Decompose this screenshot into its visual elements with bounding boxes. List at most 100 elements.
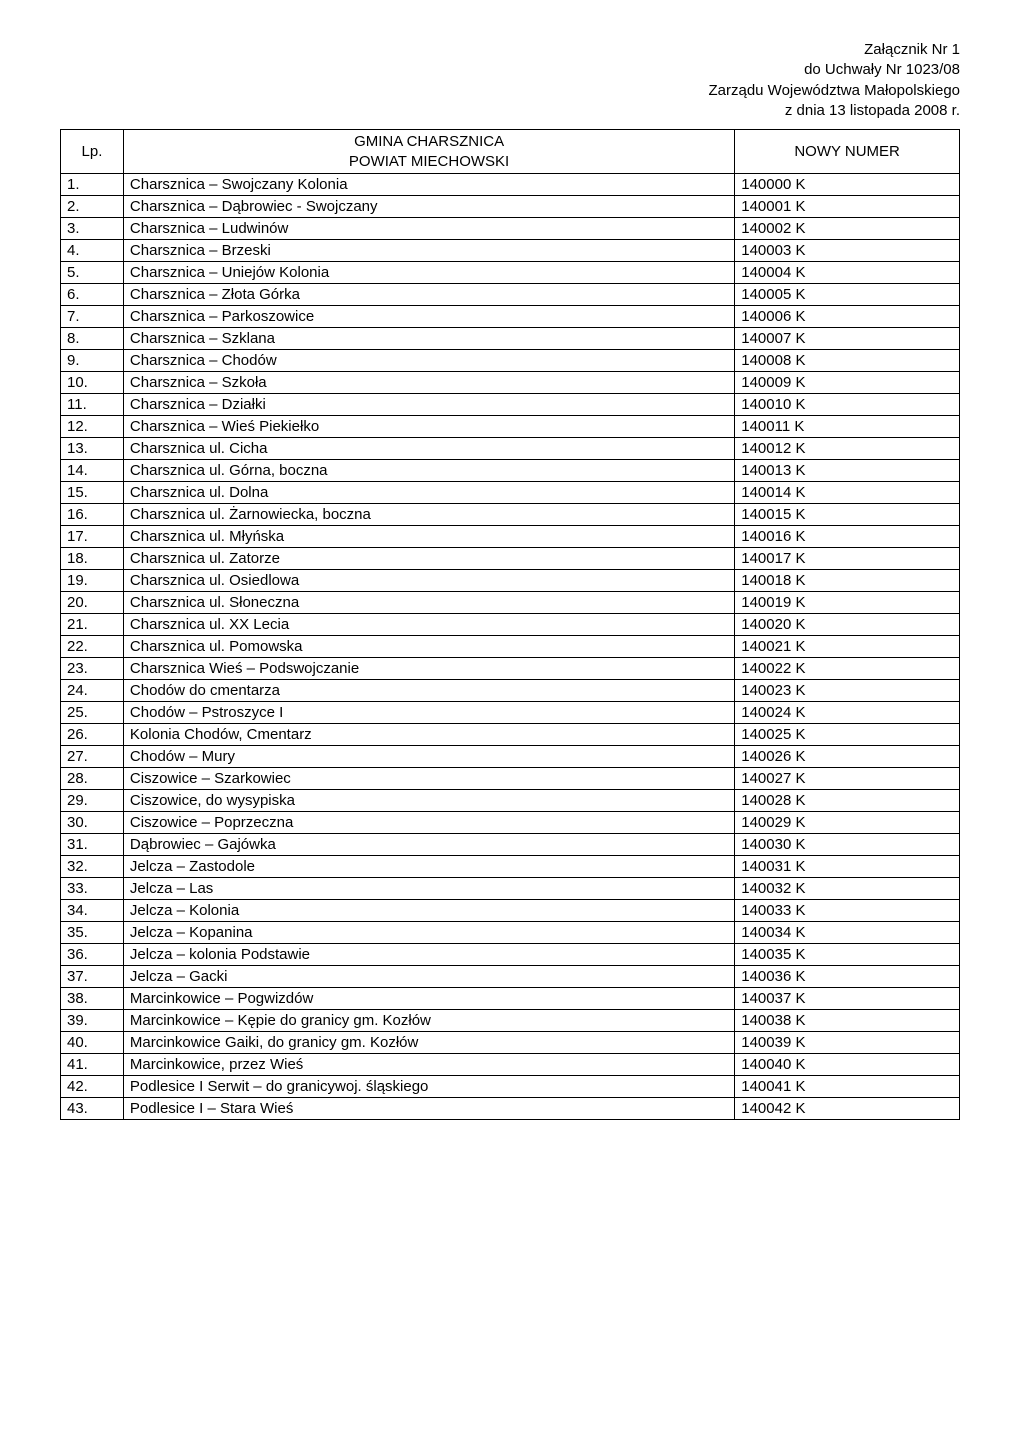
- cell-number: 140001 K: [735, 196, 960, 218]
- cell-name: Charsznica – Złota Górka: [123, 284, 734, 306]
- cell-lp: 39.: [61, 1010, 124, 1032]
- table-row: 11.Charsznica – Działki140010 K: [61, 394, 960, 416]
- cell-number: 140003 K: [735, 240, 960, 262]
- cell-name: Charsznica – Wieś Piekiełko: [123, 416, 734, 438]
- table-row: 5.Charsznica – Uniejów Kolonia140004 K: [61, 262, 960, 284]
- cell-number: 140019 K: [735, 592, 960, 614]
- cell-number: 140032 K: [735, 878, 960, 900]
- attachment-line-1: Załącznik Nr 1: [60, 40, 960, 60]
- cell-number: 140028 K: [735, 790, 960, 812]
- cell-lp: 34.: [61, 900, 124, 922]
- table-row: 40.Marcinkowice Gaiki, do granicy gm. Ko…: [61, 1032, 960, 1054]
- table-row: 38.Marcinkowice – Pogwizdów140037 K: [61, 988, 960, 1010]
- cell-number: 140025 K: [735, 724, 960, 746]
- cell-number: 140004 K: [735, 262, 960, 284]
- table-row: 36.Jelcza – kolonia Podstawie140035 K: [61, 944, 960, 966]
- cell-lp: 14.: [61, 460, 124, 482]
- cell-lp: 37.: [61, 966, 124, 988]
- cell-lp: 5.: [61, 262, 124, 284]
- cell-lp: 42.: [61, 1076, 124, 1098]
- cell-name: Ciszowice – Szarkowiec: [123, 768, 734, 790]
- cell-name: Charsznica – Uniejów Kolonia: [123, 262, 734, 284]
- cell-lp: 30.: [61, 812, 124, 834]
- cell-lp: 35.: [61, 922, 124, 944]
- cell-lp: 6.: [61, 284, 124, 306]
- table-row: 3.Charsznica – Ludwinów140002 K: [61, 218, 960, 240]
- table-row: 28.Ciszowice – Szarkowiec140027 K: [61, 768, 960, 790]
- cell-lp: 43.: [61, 1098, 124, 1120]
- cell-name: Charsznica – Działki: [123, 394, 734, 416]
- table-row: 18.Charsznica ul. Zatorze140017 K: [61, 548, 960, 570]
- table-row: 12.Charsznica – Wieś Piekiełko140011 K: [61, 416, 960, 438]
- table-row: 27.Chodów – Mury140026 K: [61, 746, 960, 768]
- cell-lp: 29.: [61, 790, 124, 812]
- cell-name: Charsznica – Parkoszowice: [123, 306, 734, 328]
- header-lp: Lp.: [61, 130, 124, 174]
- cell-number: 140014 K: [735, 482, 960, 504]
- cell-number: 140012 K: [735, 438, 960, 460]
- cell-lp: 1.: [61, 174, 124, 196]
- cell-lp: 21.: [61, 614, 124, 636]
- header-gmina-line1: GMINA CHARSZNICA: [130, 132, 728, 152]
- cell-lp: 19.: [61, 570, 124, 592]
- cell-name: Charsznica Wieś – Podswojczanie: [123, 658, 734, 680]
- table-row: 15.Charsznica ul. Dolna140014 K: [61, 482, 960, 504]
- table-row: 4.Charsznica – Brzeski140003 K: [61, 240, 960, 262]
- table-row: 23.Charsznica Wieś – Podswojczanie140022…: [61, 658, 960, 680]
- cell-lp: 2.: [61, 196, 124, 218]
- cell-number: 140009 K: [735, 372, 960, 394]
- cell-name: Chodów – Pstroszyce I: [123, 702, 734, 724]
- table-body: 1.Charsznica – Swojczany Kolonia140000 K…: [61, 174, 960, 1120]
- cell-name: Charsznica ul. Górna, boczna: [123, 460, 734, 482]
- cell-lp: 40.: [61, 1032, 124, 1054]
- cell-name: Jelcza – Zastodole: [123, 856, 734, 878]
- cell-lp: 23.: [61, 658, 124, 680]
- cell-number: 140002 K: [735, 218, 960, 240]
- table-row: 39.Marcinkowice – Kępie do granicy gm. K…: [61, 1010, 960, 1032]
- cell-lp: 11.: [61, 394, 124, 416]
- cell-name: Charsznica ul. Dolna: [123, 482, 734, 504]
- table-header-row: Lp. GMINA CHARSZNICA POWIAT MIECHOWSKI N…: [61, 130, 960, 174]
- cell-lp: 24.: [61, 680, 124, 702]
- table-row: 43.Podlesice I – Stara Wieś140042 K: [61, 1098, 960, 1120]
- cell-lp: 32.: [61, 856, 124, 878]
- cell-number: 140016 K: [735, 526, 960, 548]
- cell-name: Ciszowice – Poprzeczna: [123, 812, 734, 834]
- cell-lp: 15.: [61, 482, 124, 504]
- cell-name: Marcinkowice, przez Wieś: [123, 1054, 734, 1076]
- table-row: 19.Charsznica ul. Osiedlowa140018 K: [61, 570, 960, 592]
- table-row: 20.Charsznica ul. Słoneczna140019 K: [61, 592, 960, 614]
- cell-number: 140027 K: [735, 768, 960, 790]
- cell-number: 140034 K: [735, 922, 960, 944]
- cell-name: Charsznica ul. Zatorze: [123, 548, 734, 570]
- cell-number: 140029 K: [735, 812, 960, 834]
- header-gmina: GMINA CHARSZNICA POWIAT MIECHOWSKI: [123, 130, 734, 174]
- table-row: 6.Charsznica – Złota Górka140005 K: [61, 284, 960, 306]
- table-row: 26.Kolonia Chodów, Cmentarz140025 K: [61, 724, 960, 746]
- table-row: 7.Charsznica – Parkoszowice140006 K: [61, 306, 960, 328]
- cell-name: Charsznica – Swojczany Kolonia: [123, 174, 734, 196]
- cell-number: 140041 K: [735, 1076, 960, 1098]
- table-row: 21.Charsznica ul. XX Lecia140020 K: [61, 614, 960, 636]
- table-row: 10.Charsznica – Szkoła140009 K: [61, 372, 960, 394]
- cell-lp: 28.: [61, 768, 124, 790]
- cell-number: 140000 K: [735, 174, 960, 196]
- cell-name: Charsznica ul. Słoneczna: [123, 592, 734, 614]
- cell-number: 140031 K: [735, 856, 960, 878]
- cell-lp: 18.: [61, 548, 124, 570]
- cell-number: 140008 K: [735, 350, 960, 372]
- cell-name: Charsznica – Szkoła: [123, 372, 734, 394]
- cell-lp: 22.: [61, 636, 124, 658]
- cell-number: 140042 K: [735, 1098, 960, 1120]
- cell-name: Charsznica – Chodów: [123, 350, 734, 372]
- cell-name: Chodów – Mury: [123, 746, 734, 768]
- cell-number: 140018 K: [735, 570, 960, 592]
- cell-lp: 25.: [61, 702, 124, 724]
- table-row: 42.Podlesice I Serwit – do granicywoj. ś…: [61, 1076, 960, 1098]
- cell-number: 140035 K: [735, 944, 960, 966]
- cell-number: 140036 K: [735, 966, 960, 988]
- cell-number: 140026 K: [735, 746, 960, 768]
- cell-name: Charsznica ul. XX Lecia: [123, 614, 734, 636]
- cell-name: Marcinkowice – Pogwizdów: [123, 988, 734, 1010]
- cell-lp: 26.: [61, 724, 124, 746]
